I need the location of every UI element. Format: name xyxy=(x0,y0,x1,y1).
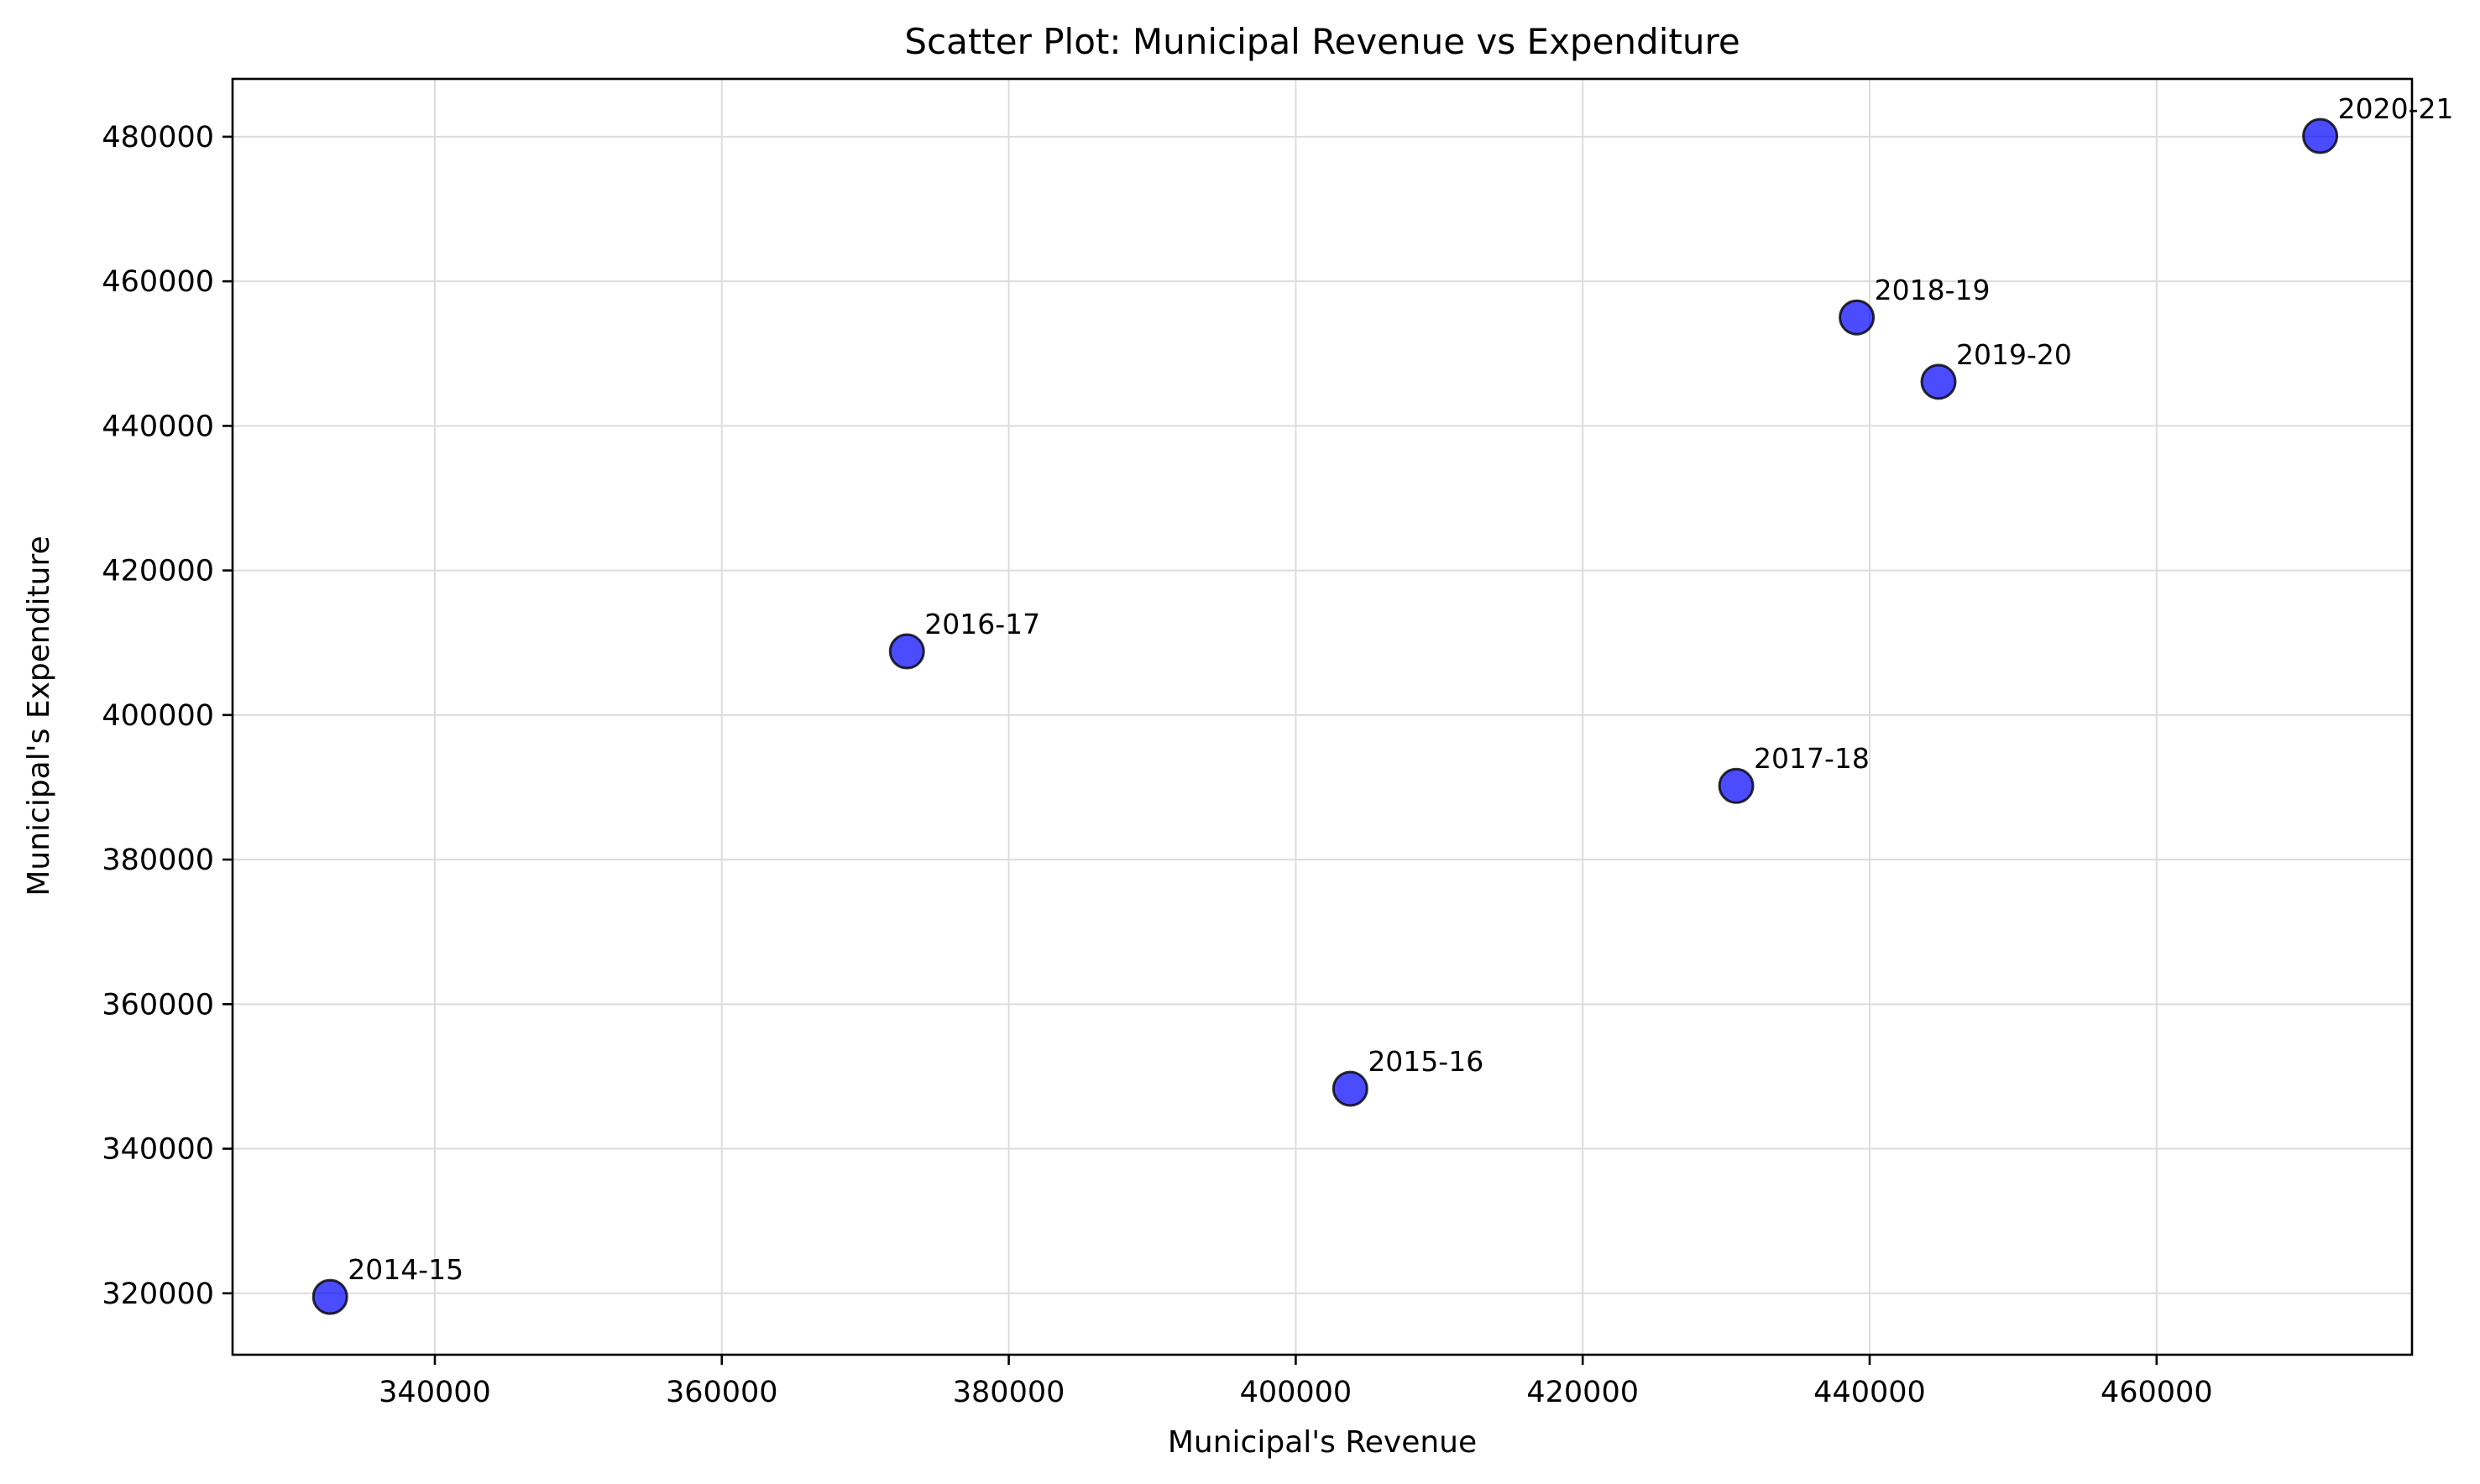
y-tick-label: 420000 xyxy=(102,555,214,588)
y-axis-ticks: 320000 340000 360000 380000 400000 420000 4400… xyxy=(102,121,233,1311)
y-tick-label: 360000 xyxy=(102,988,214,1022)
point-label: 2015-16 xyxy=(1368,1045,1483,1078)
point-label: 2017-18 xyxy=(1754,742,1870,775)
point-label: 2020-21 xyxy=(2338,92,2454,125)
x-tick-label: 360000 xyxy=(666,1376,778,1409)
x-axis-ticks: 340000 360000 380000 400000 420000 440000 4600… xyxy=(379,1355,2213,1409)
scatter-point xyxy=(2302,118,2339,154)
point-label: 2019-20 xyxy=(1956,338,2072,371)
x-tick-label: 400000 xyxy=(1240,1376,1352,1409)
grid-layer xyxy=(233,79,2412,1355)
y-tick-label: 340000 xyxy=(102,1133,214,1167)
data-points xyxy=(311,118,2339,1315)
plot-area-frame xyxy=(231,77,2414,1356)
scatter-point xyxy=(1718,767,1755,804)
x-tick-label: 340000 xyxy=(379,1376,491,1409)
data-point-labels: 2014-15 2015-16 2016-17 2017-18 2018-19 2019-… xyxy=(348,92,2453,1286)
point-label: 2014-15 xyxy=(348,1253,463,1286)
x-tick-label: 440000 xyxy=(1813,1376,1926,1409)
scatter-point xyxy=(311,1278,348,1315)
y-tick-label: 400000 xyxy=(102,699,214,733)
point-label: 2016-17 xyxy=(924,608,1040,640)
x-axis-label: Municipal's Revenue xyxy=(1168,1425,1477,1460)
y-tick-label: 460000 xyxy=(102,265,214,299)
x-tick-label: 420000 xyxy=(1526,1376,1639,1409)
x-tick-label: 460000 xyxy=(2101,1376,2213,1409)
y-tick-label: 480000 xyxy=(102,121,214,154)
scatter-point xyxy=(1332,1070,1368,1107)
y-tick-label: 320000 xyxy=(102,1278,214,1311)
chart-title: Scatter Plot: Municipal Revenue vs Expen… xyxy=(904,21,1740,62)
y-tick-label: 440000 xyxy=(102,410,214,443)
scatter-point xyxy=(1920,363,1957,400)
y-tick-label: 380000 xyxy=(102,844,214,877)
scatter-point xyxy=(1839,299,1876,336)
scatter-point xyxy=(888,633,925,670)
point-label: 2018-19 xyxy=(1875,274,1991,306)
x-tick-label: 380000 xyxy=(953,1376,1065,1409)
y-axis-label: Municipal's Expenditure xyxy=(22,536,56,896)
